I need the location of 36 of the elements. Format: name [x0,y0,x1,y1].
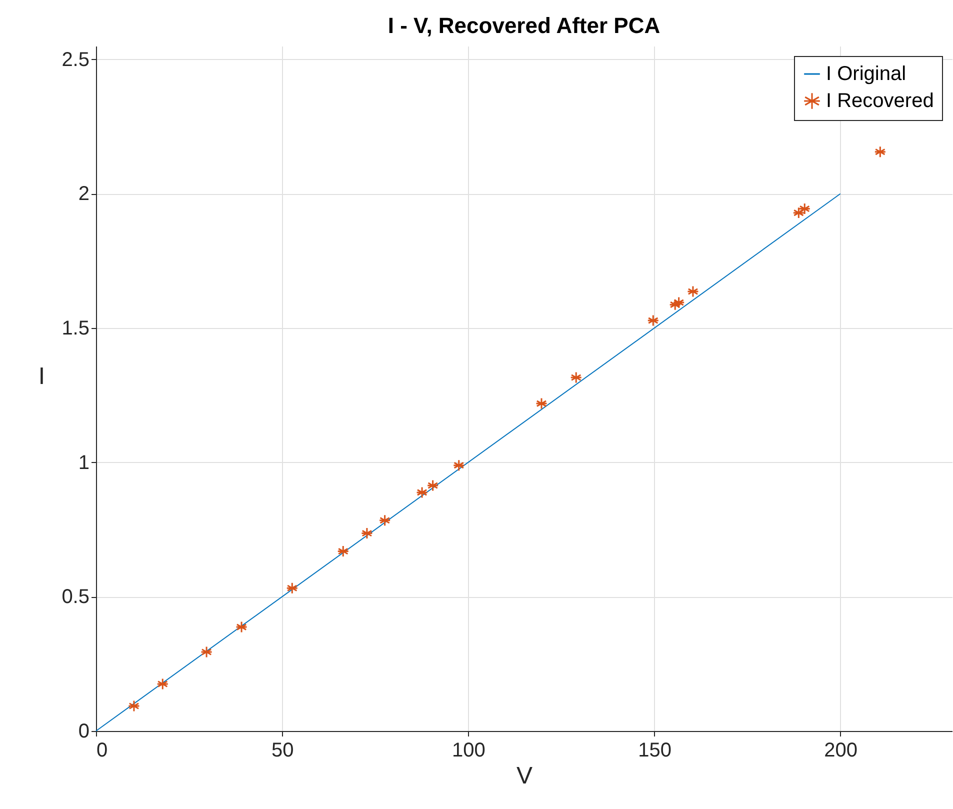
point [452,459,465,472]
legend-label: I Original [826,63,906,85]
point [360,527,373,540]
legend-label: I Recovered [826,90,934,112]
y-tick-label: 0.5 [62,586,90,608]
point [286,582,298,594]
y-tick-label: 1.5 [62,318,90,340]
point [798,202,811,215]
point [672,296,685,309]
point [570,371,582,384]
point [536,398,548,410]
point [426,479,439,492]
point [686,286,699,298]
point [200,646,213,658]
x-tick-label: 150 [638,740,672,762]
y-tick-label: 1 [78,452,90,474]
chart-title: I - V, Recovered After PCA [388,13,660,38]
y-axis-title: I [38,363,46,390]
point [236,621,248,634]
x-tick-label: 0 [96,740,108,762]
x-axis-title: V [516,762,533,790]
point [647,314,660,327]
y-tick-label: 2 [78,183,90,206]
point [337,545,350,558]
point [669,298,682,311]
y-tick-label: 2.5 [62,48,90,71]
point [792,206,805,219]
point [128,700,140,712]
point [874,146,886,158]
y-tick-label: 0 [78,720,90,742]
point [378,514,391,526]
point [156,678,169,690]
x-tick-label: 100 [452,740,486,762]
x-tick-label: 50 [271,740,294,762]
point [416,486,428,498]
x-tick-label: 200 [824,740,858,762]
